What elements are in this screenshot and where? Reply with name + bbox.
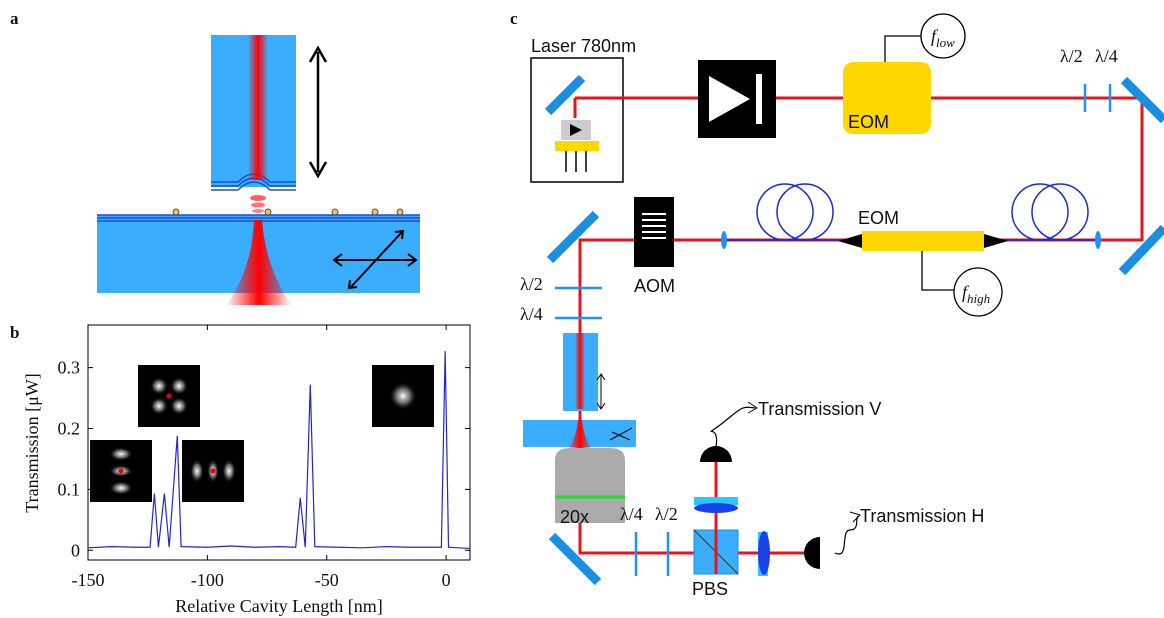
panel-label: b xyxy=(10,323,19,342)
y-tick-label: 0.2 xyxy=(58,418,81,438)
aom-label: AOM xyxy=(634,276,675,296)
f-subscript: high xyxy=(967,291,990,306)
y-axis-label: Transmission [μW] xyxy=(22,373,42,513)
panel-label: a xyxy=(10,9,19,28)
objective-label: 20x xyxy=(560,507,589,527)
waveplate-label: λ/2 xyxy=(520,274,543,294)
pbs-label: PBS xyxy=(692,579,728,599)
waveplate-label: λ/2 xyxy=(1060,46,1083,66)
panel-c: Laser 780nm EOM flow λ/2 λ/4 EOM fhigh xyxy=(520,14,1164,599)
eom-label: EOM xyxy=(858,208,899,228)
laser-label: Laser 780nm xyxy=(531,36,636,56)
waveplate-label: λ/4 xyxy=(520,304,543,324)
figure: a b c xyxy=(0,0,1164,618)
mode-insets xyxy=(90,365,434,502)
waveplate-label: λ/4 xyxy=(1095,46,1118,66)
waveplate-label: λ/4 xyxy=(620,504,643,524)
x-tick-label: -150 xyxy=(72,570,105,590)
y-tick-label: 0 xyxy=(71,540,80,560)
x-tick-label: -50 xyxy=(315,570,339,590)
x-tick-label: -100 xyxy=(191,570,224,590)
f-subscript: low xyxy=(936,35,955,50)
y-tick-label: 0.3 xyxy=(58,358,81,378)
panel-label: c xyxy=(510,9,518,28)
detector-label: Transmission H xyxy=(860,506,984,526)
waveplate-label: λ/2 xyxy=(655,504,678,524)
x-tick-label: 0 xyxy=(442,570,451,590)
panel-a xyxy=(97,35,420,305)
eom-label: EOM xyxy=(848,112,889,132)
detector-label: Transmission V xyxy=(758,399,881,419)
x-axis-label: Relative Cavity Length [nm] xyxy=(175,596,382,616)
y-tick-label: 0.1 xyxy=(58,479,81,499)
